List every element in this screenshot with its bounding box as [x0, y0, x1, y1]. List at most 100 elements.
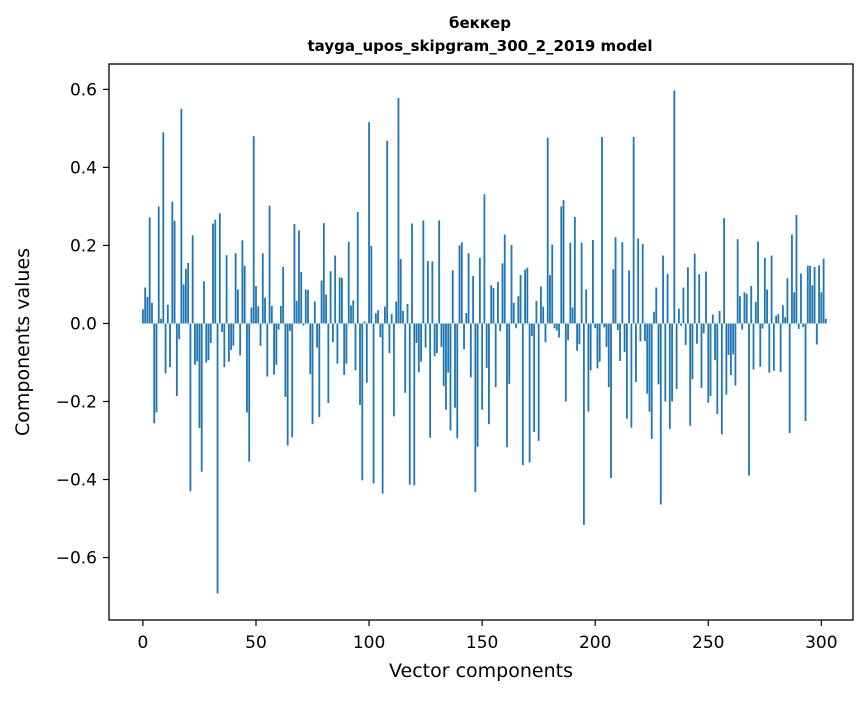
bar-component-102: [372, 323, 375, 484]
y-tick-label-5: 0.4: [70, 158, 97, 178]
bar-component-81: [325, 294, 327, 324]
bar-component-284: [784, 317, 787, 324]
bar-component-72: [304, 289, 307, 324]
bar-component-287: [791, 234, 793, 324]
bar-component-245: [696, 323, 698, 344]
bar-component-142: [463, 323, 465, 350]
bar-component-165: [515, 323, 517, 329]
bar-component-176: [540, 286, 542, 324]
bar-component-220: [639, 323, 642, 342]
bar-component-260: [729, 323, 732, 375]
bar-component-66: [291, 323, 294, 438]
bar-component-84: [331, 323, 334, 343]
bar-component-241: [687, 267, 689, 324]
bar-component-38: [227, 323, 230, 362]
bar-component-74: [309, 323, 312, 375]
bar-component-111: [393, 323, 395, 417]
bar-component-187: [564, 323, 567, 402]
bar-component-261: [732, 323, 735, 355]
bar-component-88: [341, 277, 343, 324]
bar-component-46: [246, 323, 248, 413]
bar-component-70: [300, 271, 303, 324]
bar-component-240: [684, 323, 687, 345]
x-tick-label-5: 250: [692, 633, 724, 653]
bar-component-211: [619, 323, 621, 361]
bar-component-27: [203, 281, 205, 324]
bar-component-85: [334, 255, 337, 324]
bar-component-103: [374, 313, 377, 324]
bar-component-186: [562, 200, 565, 324]
bar-component-118: [408, 323, 411, 485]
bar-component-216: [630, 323, 633, 428]
bar-component-63: [284, 323, 287, 397]
bar-component-188: [567, 323, 569, 341]
bar-component-224: [648, 323, 651, 412]
bar-component-268: [748, 323, 750, 476]
bar-component-20: [187, 262, 190, 324]
bar-component-86: [336, 323, 339, 364]
bar-component-98: [363, 321, 366, 324]
bar-component-122: [417, 323, 420, 373]
bar-component-195: [582, 323, 585, 525]
bar-component-277: [768, 323, 771, 373]
bar-component-218: [635, 323, 637, 382]
bar-component-219: [637, 238, 640, 324]
bar-component-197: [587, 323, 590, 412]
bar-component-137: [451, 270, 454, 324]
bar-component-299: [818, 265, 820, 324]
bar-component-294: [806, 265, 809, 324]
bar-component-57: [270, 305, 273, 324]
bar-component-266: [743, 292, 746, 324]
bar-component-280: [775, 315, 778, 324]
bar-component-201: [596, 323, 599, 369]
bar-component-83: [329, 271, 332, 324]
bar-component-17: [180, 108, 183, 324]
bar-component-189: [569, 242, 572, 324]
bar-component-223: [646, 323, 649, 394]
bar-component-247: [700, 323, 703, 388]
bar-component-290: [797, 323, 800, 329]
bar-component-286: [788, 323, 791, 434]
bar-component-16: [178, 323, 181, 340]
bar-component-199: [592, 239, 594, 324]
bar-component-273: [759, 323, 762, 367]
bar-component-49: [252, 136, 255, 324]
bar-component-91: [347, 241, 350, 324]
bar-component-248: [702, 323, 705, 334]
bar-component-258: [725, 323, 728, 395]
bar-component-6: [155, 323, 158, 413]
bar-component-217: [632, 136, 635, 324]
bar-component-172: [530, 323, 533, 336]
bar-component-8: [160, 318, 162, 324]
bar-component-50: [255, 286, 257, 324]
bar-component-101: [370, 245, 373, 324]
bar-component-99: [365, 323, 368, 383]
bar-component-131: [438, 220, 441, 324]
bar-component-24: [196, 323, 199, 362]
bar-component-278: [770, 255, 773, 324]
bar-component-238: [680, 323, 683, 326]
bar-component-125: [424, 323, 427, 348]
bar-component-157: [497, 281, 499, 324]
bar-component-30: [209, 323, 212, 343]
bar-component-282: [779, 323, 782, 372]
bar-component-115: [402, 310, 404, 324]
bar-component-193: [578, 323, 581, 345]
bar-component-252: [711, 314, 714, 324]
bar-component-116: [404, 323, 407, 393]
bar-component-48: [250, 307, 253, 324]
bar-component-297: [813, 266, 816, 324]
bar-component-214: [625, 323, 628, 419]
bar-component-227: [655, 287, 658, 324]
bar-component-15: [175, 323, 178, 397]
bar-component-39: [230, 323, 233, 350]
bar-component-28: [205, 323, 208, 363]
bar-component-181: [551, 244, 554, 324]
bar-component-229: [659, 323, 662, 505]
bar-component-160: [503, 234, 506, 324]
bar-component-19: [184, 268, 187, 324]
bar-component-73: [307, 289, 309, 324]
y-axis-ticks: −0.6 −0.4 −0.2 0.0 0.2 0.4 0.6: [56, 80, 109, 569]
